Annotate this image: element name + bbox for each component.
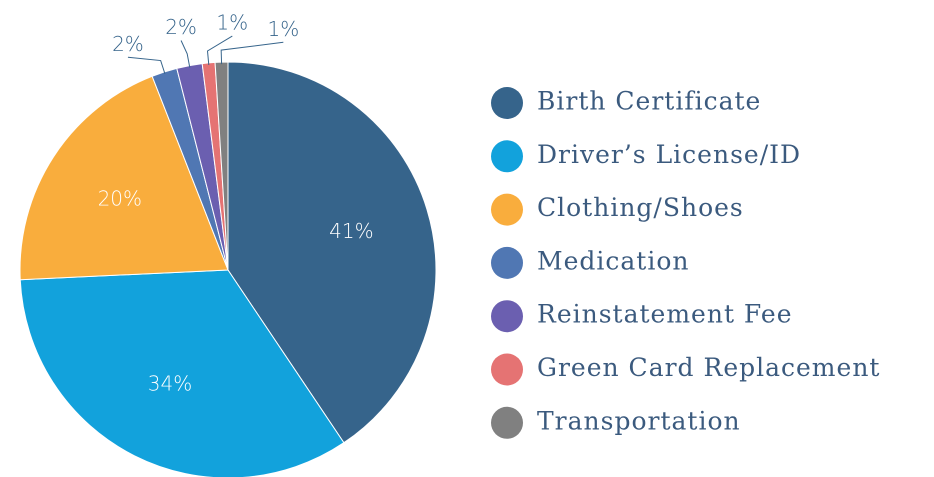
slice-label: 41% bbox=[329, 219, 373, 243]
legend-swatch bbox=[491, 140, 523, 173]
legend-swatch bbox=[491, 353, 523, 386]
legend-label: Medication bbox=[537, 246, 690, 275]
legend-swatch bbox=[491, 193, 523, 226]
slice-label: 1% bbox=[267, 17, 299, 41]
legend-label: Clothing/Shoes bbox=[537, 193, 744, 222]
legend-label: Green Card Replacement bbox=[537, 353, 880, 382]
leader-line bbox=[220, 41, 284, 65]
slice-label: 2% bbox=[165, 15, 197, 39]
legend-label: Reinstatement Fee bbox=[537, 300, 793, 329]
pie-slice bbox=[19, 75, 229, 281]
leader-line bbox=[206, 35, 233, 65]
slice-label: 34% bbox=[148, 372, 192, 396]
legend-label: Birth Certificate bbox=[537, 87, 761, 116]
leader-line bbox=[127, 56, 166, 75]
slice-label: 1% bbox=[216, 11, 248, 35]
slice-label: 20% bbox=[98, 186, 142, 210]
pie-slice bbox=[19, 269, 345, 477]
leader-line bbox=[180, 40, 191, 68]
pie-slice bbox=[227, 61, 437, 444]
legend-swatch bbox=[491, 246, 523, 279]
legend-swatch bbox=[491, 406, 523, 439]
legend-swatch bbox=[491, 300, 523, 333]
legend-swatch bbox=[491, 87, 523, 119]
slice-label: 2% bbox=[112, 32, 144, 56]
legend-label: Driver’s License/ID bbox=[537, 140, 801, 169]
legend-label: Transportation bbox=[537, 406, 741, 435]
